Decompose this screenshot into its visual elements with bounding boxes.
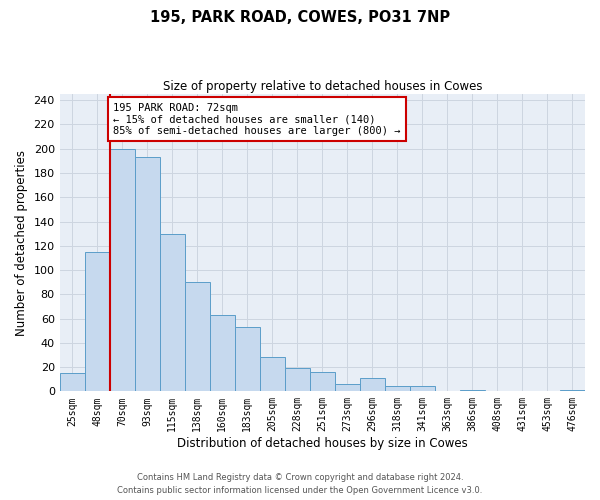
Y-axis label: Number of detached properties: Number of detached properties	[15, 150, 28, 336]
Bar	[210, 315, 235, 392]
Bar	[235, 327, 260, 392]
Bar	[560, 390, 585, 392]
Bar	[385, 386, 410, 392]
Bar	[59, 373, 85, 392]
Bar	[135, 157, 160, 392]
Bar	[410, 386, 435, 392]
Bar	[310, 372, 335, 392]
Title: Size of property relative to detached houses in Cowes: Size of property relative to detached ho…	[163, 80, 482, 93]
Bar	[285, 368, 310, 392]
Text: Contains HM Land Registry data © Crown copyright and database right 2024.
Contai: Contains HM Land Registry data © Crown c…	[118, 474, 482, 495]
Bar	[110, 148, 135, 392]
Text: 195 PARK ROAD: 72sqm
← 15% of detached houses are smaller (140)
85% of semi-deta: 195 PARK ROAD: 72sqm ← 15% of detached h…	[113, 102, 401, 136]
Bar	[160, 234, 185, 392]
Bar	[360, 378, 385, 392]
Bar	[460, 390, 485, 392]
Text: 195, PARK ROAD, COWES, PO31 7NP: 195, PARK ROAD, COWES, PO31 7NP	[150, 10, 450, 25]
Bar	[185, 282, 210, 392]
X-axis label: Distribution of detached houses by size in Cowes: Distribution of detached houses by size …	[177, 437, 468, 450]
Bar	[260, 358, 285, 392]
Bar	[335, 384, 360, 392]
Bar	[85, 252, 110, 392]
